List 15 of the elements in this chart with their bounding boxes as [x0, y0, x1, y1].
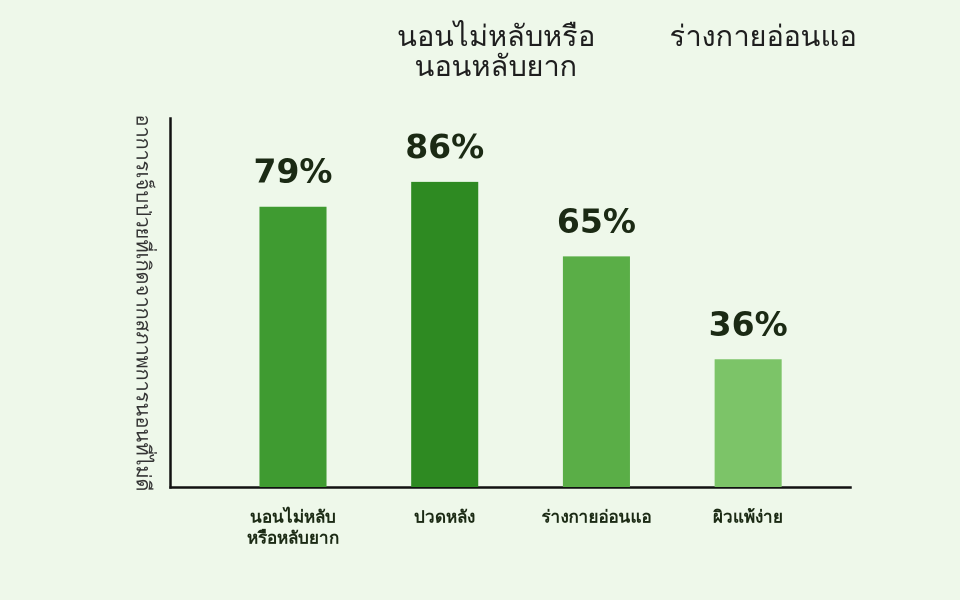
data-label: 86% — [405, 126, 484, 166]
bar — [714, 359, 782, 487]
y-axis-title: อาการเจ็บป่วยที่เกิดจากสภาพการนอนที่ไม่ดี — [132, 114, 158, 492]
x-tick-label: นอนไม่หลับ หรือหลับยาก — [246, 506, 339, 548]
data-label: 65% — [556, 201, 636, 240]
data-label: 36% — [708, 304, 788, 344]
x-tick-label: ผิวแพ้ง่าย — [713, 508, 784, 528]
bar — [411, 182, 478, 487]
data-label: 79% — [253, 152, 332, 191]
x-tick-label: ปวดหลัง — [414, 508, 476, 528]
x-tick-label: ร่างกายอ่อนแอ — [541, 508, 652, 528]
text: ร่างกายอ่อนแอ — [670, 19, 856, 53]
text: นอนไม่หลับหรือ นอนหลับยาก — [397, 19, 595, 83]
bar — [259, 206, 327, 487]
bar — [562, 256, 630, 487]
